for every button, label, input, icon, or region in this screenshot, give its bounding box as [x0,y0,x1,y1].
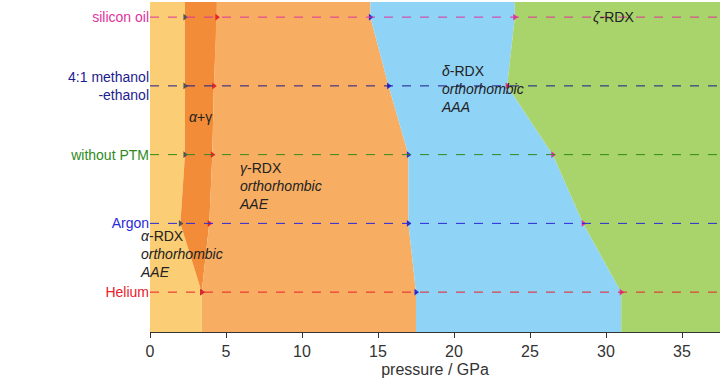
svg-text:Helium: Helium [105,284,149,300]
svg-text:35: 35 [673,343,691,360]
svg-text:ζ-RDX: ζ-RDX [593,9,634,25]
svg-text:5: 5 [222,343,231,360]
svg-text:20: 20 [445,343,463,360]
svg-text:25: 25 [521,343,539,360]
svg-text:15: 15 [369,343,387,360]
svg-text:4:1 methanol-ethanol: 4:1 methanol-ethanol [68,69,149,103]
svg-text:silicon oil: silicon oil [92,9,149,25]
svg-text:10: 10 [293,343,311,360]
svg-text:γ-RDXorthorhombicAAE: γ-RDXorthorhombicAAE [239,160,322,212]
svg-text:without PTM: without PTM [70,147,149,163]
svg-text:δ-RDXorthorhombicAAA: δ-RDXorthorhombicAAA [441,63,524,115]
svg-text:α-RDXorthorhombicAAE: α-RDXorthorhombicAAE [140,228,223,280]
svg-text:30: 30 [597,343,615,360]
svg-text:0: 0 [146,343,155,360]
svg-text:pressure / GPa: pressure / GPa [381,361,489,378]
svg-text:α+γ: α+γ [189,109,212,125]
svg-text:Argon: Argon [112,215,149,231]
